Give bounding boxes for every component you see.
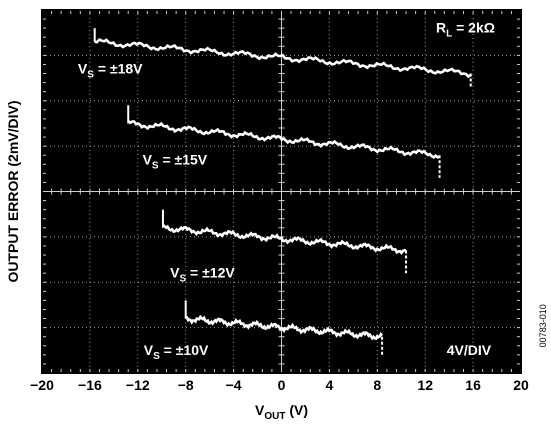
x-tick-label: −8 (178, 377, 194, 393)
x-axis-title: VOUT (V) (255, 402, 308, 422)
traces (93, 28, 472, 355)
series-line (185, 314, 384, 341)
x-tick-labels: −20 −16 −12 −8 −4 0 4 8 12 16 20 (30, 377, 529, 393)
series-line (161, 223, 407, 255)
plot-frame (41, 9, 522, 374)
series-label: VS = ±18V (78, 61, 143, 81)
series-line (127, 120, 440, 159)
y-axis-title: OUTPUT ERROR (2mV/DIV) (5, 100, 21, 282)
series-labels: VS = ±18V VS = ±15V VS = ±12V VS = ±10V (78, 61, 235, 362)
x-tick-label: 0 (278, 377, 286, 393)
x-tick-label: −12 (126, 377, 150, 393)
x-tick-label: 12 (417, 377, 433, 393)
series-label: VS = ±10V (144, 342, 209, 362)
scale-annotation: 4V/DIV (447, 342, 492, 358)
x-tick-label: −20 (30, 377, 54, 393)
x-tick-label: 4 (326, 377, 334, 393)
x-tick-label: 16 (465, 377, 481, 393)
series-label: VS = ±15V (143, 151, 208, 171)
figure-code: 00783-010 (538, 304, 548, 347)
x-tick-label: −16 (78, 377, 102, 393)
series-label: VS = ±12V (170, 265, 235, 285)
load-annotation: RL = 2kΩ (436, 20, 495, 40)
x-tick-label: −4 (226, 377, 242, 393)
x-tick-label: 8 (373, 377, 381, 393)
series-line (94, 38, 472, 79)
x-tick-label: 20 (513, 377, 529, 393)
